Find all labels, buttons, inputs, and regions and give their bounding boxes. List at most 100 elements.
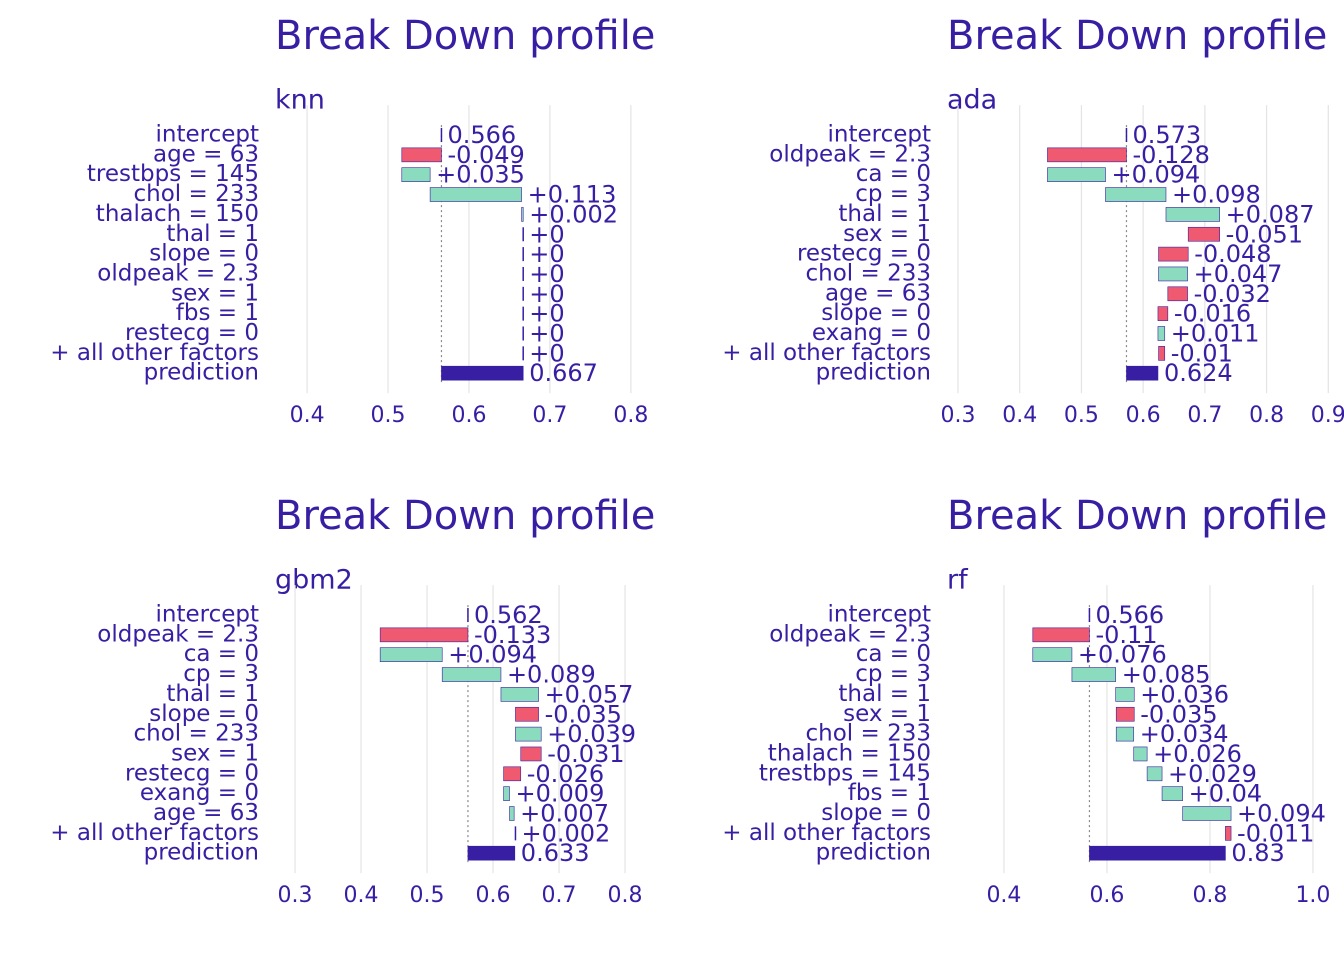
bar [1157, 326, 1166, 341]
value-label: +0.089 [507, 661, 596, 689]
value-label: -0.051 [1226, 220, 1303, 248]
value-label: -0.035 [545, 700, 622, 728]
value-label: +0.057 [545, 680, 634, 708]
category-label: + all other factors [50, 820, 259, 846]
category-label: oldpeak = 2.3 [97, 621, 259, 647]
bar [1115, 726, 1135, 742]
x-tick-label: 0.3 [940, 403, 975, 428]
chart-title: Break Down profile [947, 13, 1327, 59]
category-label: intercept [156, 122, 260, 148]
category-label: thal = 1 [166, 221, 259, 247]
category-label: sex = 1 [171, 280, 259, 306]
x-tick-label: 0.3 [278, 883, 313, 908]
category-label: oldpeak = 2.3 [769, 621, 931, 647]
bar [1071, 667, 1117, 682]
value-label: +0.039 [547, 720, 636, 748]
bar [1187, 226, 1220, 242]
category-label: chol = 233 [806, 721, 931, 747]
category-label: + all other factors [722, 340, 931, 366]
x-tick-label: 0.9 [1311, 403, 1344, 428]
bar [520, 746, 542, 762]
value-label: 0.562 [474, 601, 543, 629]
value-label: 0.566 [1095, 601, 1164, 629]
category-label: intercept [828, 122, 932, 148]
x-tick-label: 0.6 [476, 883, 511, 908]
chart-title: Break Down profile [275, 13, 655, 59]
category-label: trestbps = 145 [759, 760, 931, 786]
category-label: prediction [144, 360, 259, 386]
value-label: +0.002 [521, 819, 610, 847]
value-label: -0.11 [1095, 621, 1157, 649]
value-label: +0.098 [1172, 181, 1261, 209]
category-label: age = 63 [825, 280, 931, 306]
value-label: +0.094 [1237, 800, 1326, 828]
bar [1157, 306, 1169, 321]
category-label: + all other factors [50, 340, 259, 366]
category-label: intercept [828, 602, 932, 628]
category-label: slope = 0 [149, 241, 259, 267]
value-label: +0 [529, 280, 564, 308]
x-tick-label: 0.7 [1187, 403, 1222, 428]
x-tick-label: 0.8 [1249, 403, 1284, 428]
bar [1225, 826, 1232, 841]
bar [1182, 806, 1232, 821]
category-label: prediction [816, 360, 931, 386]
bar [1047, 147, 1127, 163]
bar [515, 726, 542, 742]
value-label: -0.035 [1140, 700, 1217, 728]
category-label: ca = 0 [184, 641, 259, 667]
category-label: sex = 1 [843, 221, 931, 247]
bar [1167, 286, 1188, 302]
x-tick-label: 1.0 [1295, 883, 1330, 908]
bar [1161, 786, 1183, 801]
bar [441, 667, 502, 682]
value-label: -0.01 [1171, 339, 1233, 367]
value-label: -0.049 [447, 141, 524, 169]
bar [1133, 746, 1148, 762]
value-label: +0.026 [1153, 740, 1242, 768]
value-label: -0.128 [1132, 141, 1209, 169]
category-label: oldpeak = 2.3 [769, 141, 931, 167]
value-label: 0.573 [1132, 121, 1201, 149]
value-label: +0.094 [1111, 161, 1200, 189]
category-label: intercept [156, 602, 260, 628]
panel: Break Down profile gbm2 0.3 0.4 0.5 0.6 0.7 0.8… [50, 493, 655, 908]
x-tick-label: 0.7 [542, 883, 577, 908]
x-tick-label: 0.5 [1064, 403, 1099, 428]
bar [1032, 627, 1090, 643]
value-label: +0.035 [436, 161, 525, 189]
x-tick-label: 0.6 [1089, 883, 1124, 908]
x-tick-label: 0.6 [1126, 403, 1161, 428]
value-label: +0.002 [529, 200, 618, 228]
x-tick-label: 0.4 [290, 403, 325, 428]
bar [521, 207, 524, 222]
value-label: +0.076 [1078, 641, 1167, 669]
value-label: 0.667 [529, 359, 598, 387]
category-label: restecg = 0 [125, 320, 259, 346]
category-label: sex = 1 [171, 740, 259, 766]
bar [401, 147, 442, 163]
value-label: +0 [529, 220, 564, 248]
value-label: 0.83 [1231, 839, 1284, 867]
category-label: exang = 0 [812, 320, 931, 346]
value-label: +0.113 [528, 181, 617, 209]
value-label: -0.032 [1194, 280, 1271, 308]
category-label: slope = 0 [149, 701, 259, 727]
value-label: -0.026 [527, 760, 604, 788]
bar [1146, 766, 1163, 782]
value-label: +0.011 [1171, 320, 1260, 348]
x-tick-label: 0.5 [371, 403, 406, 428]
bar [515, 706, 539, 722]
value-label: +0 [529, 240, 564, 268]
category-label: + all other factors [722, 820, 931, 846]
x-tick-label: 0.8 [613, 403, 648, 428]
category-label: age = 63 [153, 800, 259, 826]
category-label: sex = 1 [843, 701, 931, 727]
bar [503, 766, 522, 782]
category-label: trestbps = 145 [87, 161, 259, 187]
category-label: thal = 1 [838, 201, 931, 227]
value-label: +0 [529, 300, 564, 328]
category-label: age = 63 [153, 141, 259, 167]
bar [379, 627, 469, 643]
